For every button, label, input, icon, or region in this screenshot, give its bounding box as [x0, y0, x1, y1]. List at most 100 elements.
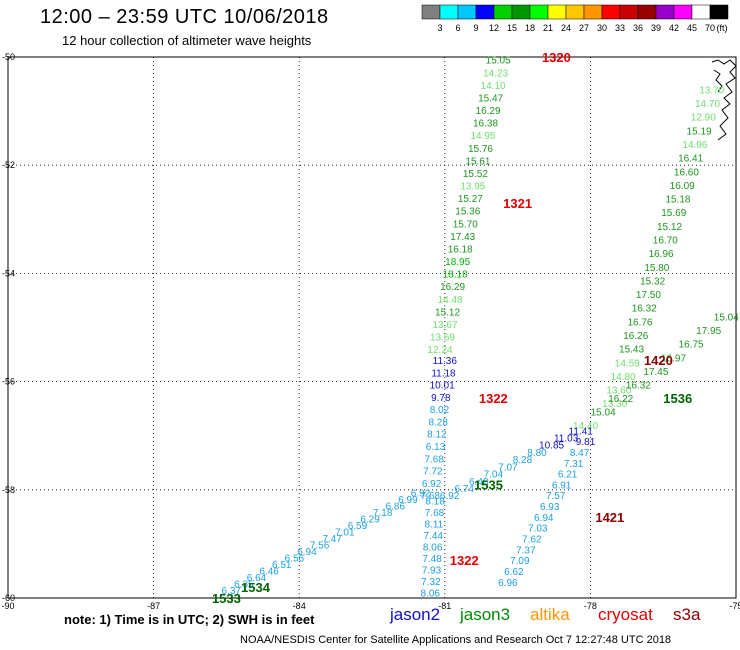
colorbar-label: 18: [525, 23, 535, 33]
swh-value: 7.32: [421, 577, 441, 588]
swh-value: 8.28: [428, 417, 448, 428]
y-tick-label: -58: [2, 485, 15, 495]
swh-value: 7.18: [373, 508, 393, 519]
swh-value: 16.26: [623, 331, 648, 342]
colorbar-label: 6: [455, 23, 460, 33]
y-tick-label: -50: [2, 52, 15, 62]
colorbar-swatch: [673, 4, 693, 20]
swh-value: 14.96: [682, 140, 707, 151]
grid: -90 -87 -84 -81 -78 -75 -50 -52 -54 -56 -58 -60: [1, 52, 740, 611]
swh-value: 12.24: [427, 345, 452, 356]
swh-value: 6.35: [234, 579, 254, 590]
pass-label: 1321: [503, 196, 532, 211]
swh-value: 9.81: [576, 437, 596, 448]
swh-value: 8.18: [425, 497, 445, 508]
swh-value: 15.47: [478, 93, 503, 104]
swh-value: 13.30: [602, 399, 627, 410]
swh-value: 6.51: [272, 560, 292, 571]
swh-value: 6.96: [498, 578, 518, 589]
swh-value: 7.44: [424, 531, 444, 542]
swh-value: 15.61: [465, 156, 490, 167]
colorbar-label: 36: [633, 23, 643, 33]
swh-value: 16.97: [661, 353, 686, 364]
pass-label: 1534: [241, 580, 271, 595]
swh-value: 8.06: [423, 543, 443, 554]
swh-value: 7.07: [498, 462, 518, 473]
colorbar-swatch: [601, 4, 621, 20]
swh-value: 15.27: [458, 194, 483, 205]
swh-value: 11.18: [431, 368, 456, 379]
swh-value: 15.04: [714, 313, 739, 324]
swh-value: 6.46: [259, 566, 279, 577]
colorbar-swatch: [421, 4, 441, 20]
swh-value: 16.96: [649, 249, 674, 260]
swh-value: 8.02: [430, 405, 450, 416]
swh-value: 16.09: [670, 181, 695, 192]
swh-value: 6.74: [454, 484, 474, 495]
coastline: [711, 59, 737, 141]
swh-value: 6.92: [440, 491, 460, 502]
colorbar-unit: (ft): [717, 23, 728, 33]
swh-value: 6.92: [422, 479, 442, 490]
y-tick-label: -56: [2, 377, 15, 387]
swh-value: 7.62: [522, 534, 542, 545]
swh-value: 11.36: [433, 356, 458, 367]
pass-label: 1322: [479, 391, 508, 406]
swh-value: 7.57: [546, 491, 566, 502]
swh-value: 11.41: [569, 426, 594, 437]
colorbar-swatch: [655, 4, 675, 20]
colorbar-swatch: [691, 4, 711, 20]
swh-value: 17.50: [636, 290, 661, 301]
swh-value: 7.37: [516, 545, 536, 556]
swh-value: 16.70: [653, 236, 678, 247]
swh-value: 14.95: [470, 131, 495, 142]
colorbar-label: 70: [705, 23, 715, 33]
swh-value: 16.76: [627, 317, 652, 328]
pass-label: 1320: [542, 50, 571, 65]
swh-value: 15.80: [644, 263, 669, 274]
legend-s3a: s3a: [673, 605, 701, 624]
swh-value: 18.18: [443, 270, 468, 281]
legend-cryosat: cryosat: [598, 605, 653, 624]
credit-line: NOAA/NESDIS Center for Satellite Applica…: [240, 634, 672, 646]
swh-value: 13.70: [699, 85, 724, 96]
swh-value: 15.18: [665, 195, 690, 206]
colorbar-swatch: [547, 4, 567, 20]
pass-label: 1420: [644, 353, 673, 368]
swh-value: 7.68: [425, 508, 445, 519]
colorbar-swatch: [583, 4, 603, 20]
swh-value: 7.93: [422, 566, 442, 577]
swh-value: 6.94: [297, 547, 317, 558]
swh-value: 6.56: [285, 553, 305, 564]
map-title: 12:00 – 23:59 UTC 10/06/2018: [40, 6, 329, 28]
swh-value: 15.36: [455, 207, 480, 218]
chile-coastline: [713, 69, 723, 93]
colorbar-swatch: [637, 4, 657, 20]
colorbar-swatch: [619, 4, 639, 20]
swh-value: 15.69: [661, 208, 686, 219]
swh-value: 15.05: [486, 56, 511, 67]
swh-value: 16.60: [674, 167, 699, 178]
swh-value: 7.01: [335, 527, 355, 538]
swh-value: 16.18: [448, 244, 473, 255]
swh-value: 6.92: [411, 489, 431, 500]
colorbar-swatch: [565, 4, 585, 20]
swh-value: 9.78: [431, 393, 451, 404]
swh-value: 11.03: [554, 434, 579, 445]
colorbar-label: 39: [651, 23, 661, 33]
note-text: note: 1) Time is in UTC; 2) SWH is in fe…: [64, 612, 315, 627]
swh-value: 6.64: [247, 573, 267, 584]
swh-value: 13.67: [432, 320, 457, 331]
swh-value: 6.13: [426, 442, 446, 453]
colorbar-label: 24: [561, 23, 571, 33]
swh-value: 8.28: [513, 455, 533, 466]
swh-value: 8.11: [425, 520, 444, 531]
y-tick-label: -54: [2, 268, 15, 278]
swh-value: 16.29: [440, 282, 465, 293]
swh-value: 15.70: [453, 219, 478, 230]
colorbar-swatch: [511, 4, 531, 20]
swh-value: 17.43: [450, 232, 475, 243]
swh-value: 6.94: [534, 513, 554, 524]
